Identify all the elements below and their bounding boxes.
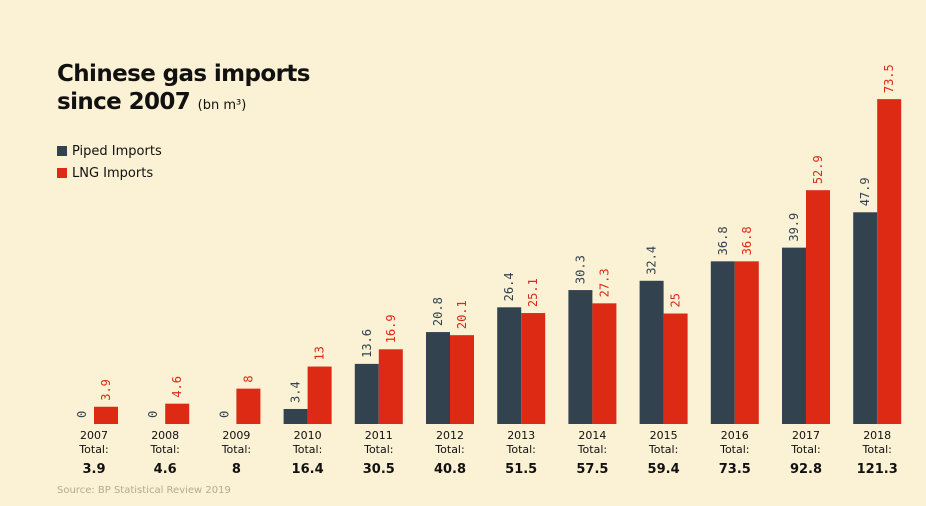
legend-label-piped: Piped Imports: [72, 143, 162, 159]
bar-lng-2015: [663, 313, 688, 424]
total-label-2018: Total:: [861, 443, 891, 456]
value-label-lng-2010: 13: [313, 346, 327, 360]
total-label-2012: Total:: [434, 443, 464, 456]
total-value-2018: 121.3: [857, 462, 898, 477]
title-line-2: since 2007 (bn m³): [57, 88, 310, 120]
legend-swatch-piped: [57, 146, 67, 156]
legend-item-lng: LNG Imports: [57, 162, 162, 184]
total-value-2012: 40.8: [434, 462, 466, 477]
bar-piped-2015: [639, 280, 664, 424]
value-label-lng-2018: 73.5: [882, 64, 896, 93]
bar-lng-2010: [307, 366, 332, 424]
value-label-piped-2010: 3.4: [289, 381, 303, 403]
unit-label: (bn m³): [197, 98, 247, 113]
total-value-2017: 92.8: [790, 462, 822, 477]
bar-piped-2016: [710, 261, 735, 424]
total-value-2015: 59.4: [648, 462, 680, 477]
total-label-2007: Total:: [78, 443, 108, 456]
bar-piped-2010: [283, 408, 308, 424]
value-label-piped-2008: 0: [146, 411, 160, 418]
value-label-piped-2017: 39.9: [787, 213, 801, 242]
total-value-2011: 30.5: [363, 462, 395, 477]
total-value-2008: 4.6: [154, 462, 177, 477]
value-label-piped-2013: 26.4: [502, 272, 516, 301]
source-note: Source: BP Statistical Review 2019: [57, 485, 231, 496]
value-label-lng-2015: 25: [669, 293, 683, 307]
bar-piped-2012: [426, 332, 450, 424]
total-label-2013: Total:: [505, 443, 535, 456]
bar-piped-2017: [782, 247, 806, 424]
legend: Piped Imports LNG Imports: [57, 140, 162, 184]
bar-lng-2009: [236, 388, 261, 424]
bar-lng-2012: [450, 335, 474, 424]
total-label-2014: Total:: [577, 443, 607, 456]
total-value-2009: 8: [232, 462, 241, 477]
bar-lng-2013: [521, 313, 546, 424]
value-label-piped-2011: 13.6: [360, 329, 374, 358]
total-value-2010: 16.4: [292, 462, 324, 477]
title-line-1: Chinese gas imports: [57, 61, 310, 87]
total-value-2013: 51.5: [505, 462, 537, 477]
bar-piped-2011: [354, 363, 379, 424]
total-label-2008: Total:: [149, 443, 179, 456]
bar-piped-2018: [853, 212, 878, 424]
value-label-lng-2007: 3.9: [99, 379, 113, 401]
year-label-2011: 2011: [365, 429, 393, 442]
year-label-2008: 2008: [151, 429, 179, 442]
total-label-2010: Total:: [292, 443, 322, 456]
total-label-2015: Total:: [648, 443, 678, 456]
value-label-lng-2017: 52.9: [811, 155, 825, 184]
year-label-2012: 2012: [436, 429, 464, 442]
total-label-2017: Total:: [790, 443, 820, 456]
year-label-2015: 2015: [650, 429, 678, 442]
value-label-piped-2016: 36.8: [716, 226, 730, 255]
value-label-lng-2014: 27.3: [597, 268, 611, 297]
bar-lng-2018: [877, 99, 902, 424]
total-value-2014: 57.5: [576, 462, 608, 477]
value-label-piped-2018: 47.9: [858, 177, 872, 206]
value-label-lng-2008: 4.6: [170, 376, 184, 398]
year-label-2007: 2007: [80, 429, 108, 442]
value-label-piped-2015: 32.4: [645, 246, 659, 275]
total-value-2007: 3.9: [82, 462, 105, 477]
value-label-piped-2014: 30.3: [573, 255, 587, 284]
value-label-piped-2012: 20.8: [431, 297, 445, 326]
title-line-2-text: since 2007: [57, 89, 191, 115]
year-label-2018: 2018: [863, 429, 891, 442]
total-label-2011: Total:: [363, 443, 393, 456]
legend-item-piped: Piped Imports: [57, 140, 162, 162]
bar-lng-2014: [592, 303, 617, 424]
value-label-piped-2007: 0: [75, 411, 89, 418]
value-label-lng-2012: 20.1: [455, 300, 469, 329]
value-label-piped-2009: 0: [217, 411, 231, 418]
legend-swatch-lng: [57, 168, 67, 178]
bar-piped-2013: [497, 307, 522, 424]
bar-lng-2011: [378, 349, 403, 424]
year-label-2014: 2014: [578, 429, 606, 442]
year-label-2009: 2009: [222, 429, 250, 442]
bar-lng-2008: [165, 403, 190, 424]
value-label-lng-2013: 25.1: [526, 278, 540, 307]
bar-lng-2016: [734, 261, 759, 424]
total-label-2009: Total:: [221, 443, 251, 456]
value-label-lng-2016: 36.8: [740, 226, 754, 255]
total-value-2016: 73.5: [719, 462, 751, 477]
year-label-2013: 2013: [507, 429, 535, 442]
legend-label-lng: LNG Imports: [72, 165, 154, 181]
chart-title: Chinese gas imports since 2007 (bn m³): [57, 60, 310, 120]
value-label-lng-2011: 16.9: [384, 314, 398, 343]
bar-lng-2007: [94, 406, 118, 424]
total-label-2016: Total:: [719, 443, 749, 456]
bar-piped-2014: [568, 290, 593, 424]
year-label-2010: 2010: [294, 429, 322, 442]
year-label-2016: 2016: [721, 429, 749, 442]
year-label-2017: 2017: [792, 429, 820, 442]
bar-lng-2017: [806, 190, 830, 424]
value-label-lng-2009: 8: [241, 375, 255, 382]
